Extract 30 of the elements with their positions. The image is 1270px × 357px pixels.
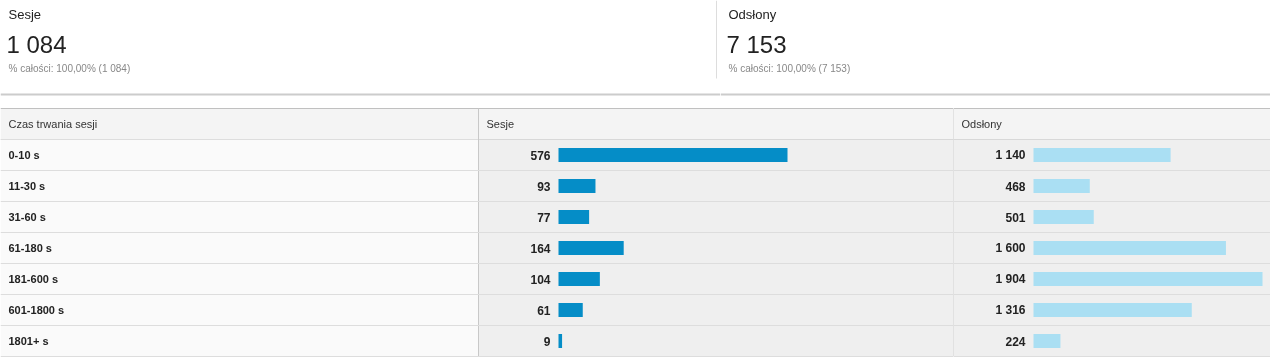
data-label: 501	[1005, 210, 1026, 225]
data-label: 1 904	[995, 272, 1026, 286]
data-label: 61	[537, 303, 551, 318]
data-label: 77	[537, 210, 551, 225]
y-tick-label: 0-10 s	[8, 149, 40, 161]
x-axis-title: Sesje	[486, 118, 515, 130]
text: % całości: 100,00% (1 084)	[8, 62, 131, 74]
data-label: 93	[537, 179, 551, 194]
text: 1 084	[6, 30, 67, 58]
data-label: 468	[1005, 179, 1026, 194]
data-label: 1 316	[995, 303, 1026, 317]
data-label: 164	[530, 241, 551, 256]
y-tick-label: 11-30 s	[8, 180, 46, 192]
y-tick-label: 181-600 s	[8, 273, 59, 285]
y-tick-label: 61-180 s	[8, 242, 52, 254]
y-axis-title: Czas trwania sesji	[8, 118, 98, 130]
x-axis-title: Odsłony	[961, 118, 1003, 130]
y-tick-label: 31-60 s	[8, 211, 46, 223]
data-label: 1 140	[995, 148, 1026, 162]
text: Odsłony	[728, 6, 777, 22]
y-tick-label: 1801+ s	[8, 335, 49, 347]
data-label: 104	[530, 272, 551, 287]
y-tick-label: 601-1800 s	[8, 304, 65, 316]
data-label: 1 600	[995, 241, 1026, 255]
data-label: 9	[543, 334, 551, 349]
data-label: 224	[1005, 334, 1026, 349]
text: Sesje	[8, 6, 42, 22]
text: 7 153	[726, 30, 787, 58]
text: % całości: 100,00% (7 153)	[728, 62, 851, 74]
data-label: 576	[530, 148, 551, 163]
